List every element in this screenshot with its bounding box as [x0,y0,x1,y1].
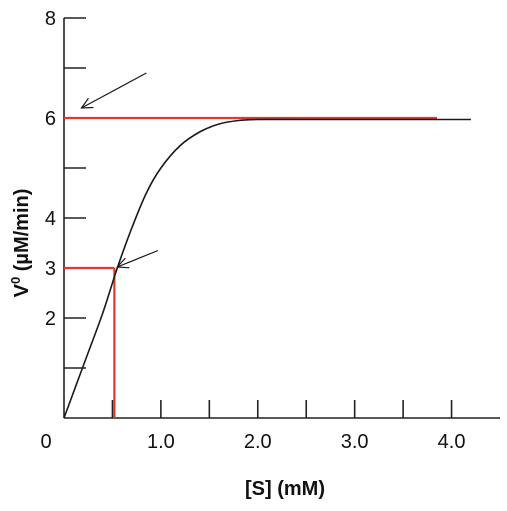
x-tick-label-3: 3.0 [341,431,369,453]
y-ticks [64,17,86,369]
arrow-shaft-0 [81,72,147,109]
arrow-head-0 [80,97,94,109]
x-tick-label-0: 0 [40,431,51,453]
x-tick-label-4: 4.0 [438,431,466,453]
series-line-0 [63,118,471,419]
y-tick-labels: 2 3 4 6 8 [45,8,56,330]
y-axis-title: V0 (µM/min) [8,189,33,298]
y-axis-title-main: V [11,283,33,297]
x-axis-title: [S] (mM) [245,478,325,500]
annotations [80,72,159,269]
x-tick-labels: 0 1.0 2.0 3.0 4.0 [40,431,465,453]
y-axis-title-rest: (µM/min) [11,189,33,277]
annotation-arrow-0 [80,72,147,109]
y-tick-label-4: 8 [45,8,56,30]
annotation-arrow-1 [116,249,159,269]
y-axis-title-sup: 0 [8,277,23,284]
axes [63,18,500,419]
y-tick-label-1: 3 [45,258,56,280]
y-tick-label-3: 6 [45,108,56,130]
arrow-shaft-1 [117,249,159,268]
x-ticks [111,400,453,418]
arrow-head-1 [116,257,130,269]
x-tick-label-1: 1.0 [147,431,175,453]
y-tick-label-0: 2 [45,308,56,330]
y-tick-label-2: 4 [45,208,56,230]
reference-lines [64,116,438,418]
x-tick-label-2: 2.0 [244,431,272,453]
series-group [63,118,471,419]
